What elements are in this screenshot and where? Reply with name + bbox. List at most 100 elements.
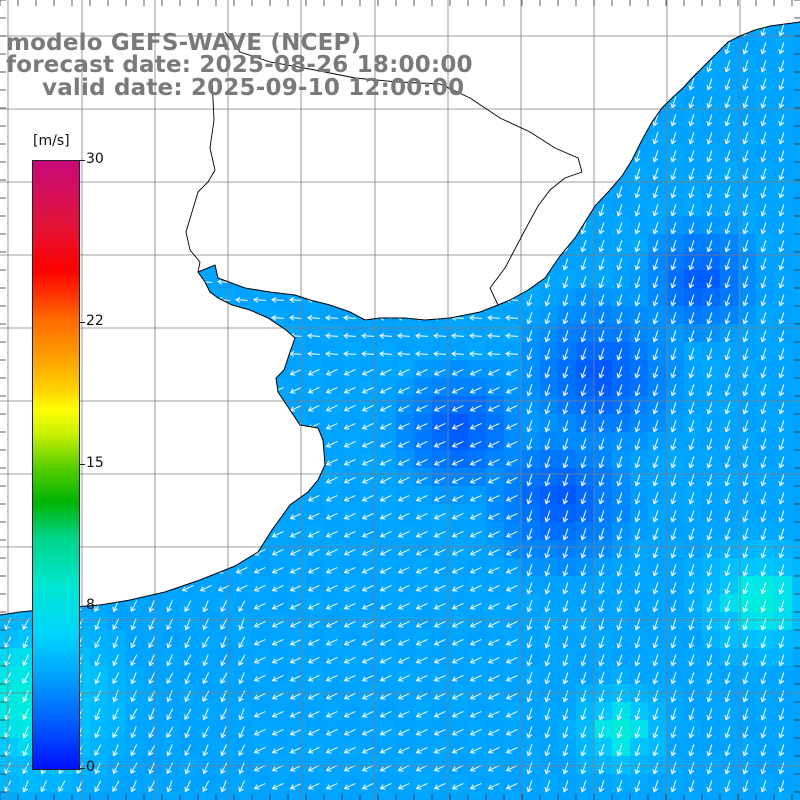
wind-arrow: [19, 260, 33, 267]
wind-arrow: [562, 726, 569, 739]
wind-arrow: [760, 294, 767, 307]
wind-arrow: [724, 474, 731, 487]
wind-arrow: [526, 114, 533, 127]
wind-arrow: [112, 618, 120, 631]
wind-arrow: [616, 456, 623, 469]
wind-arrow: [145, 458, 158, 466]
wind-arrow: [526, 690, 533, 703]
speed-cell: [0, 144, 19, 163]
speed-cell: [288, 198, 307, 217]
speed-cell: [468, 306, 487, 325]
speed-cell: [216, 432, 235, 451]
speed-cell: [288, 522, 307, 541]
wind-arrow: [91, 188, 105, 195]
speed-cell: [522, 234, 541, 253]
wind-arrow: [706, 114, 713, 127]
speed-cell: [270, 756, 289, 775]
wind-arrow: [688, 564, 695, 577]
wind-arrow: [544, 762, 551, 775]
speed-cell: [324, 324, 343, 343]
wind-arrow: [325, 656, 338, 664]
speed-cell: [90, 378, 109, 397]
wind-arrow: [580, 546, 587, 559]
speed-cell: [360, 612, 379, 631]
wind-arrow: [73, 152, 87, 159]
wind-arrow: [778, 222, 785, 235]
wind-arrow: [688, 510, 695, 523]
wind-arrow: [505, 638, 518, 646]
wind-arrow: [706, 330, 713, 343]
speed-cell: [306, 396, 325, 415]
wind-arrow: [166, 708, 174, 721]
wind-arrow: [580, 222, 587, 235]
wind-arrow: [361, 566, 374, 574]
wind-arrow: [220, 600, 227, 613]
speed-cell: [594, 144, 613, 163]
wind-arrow: [343, 728, 356, 736]
wind-arrow: [433, 386, 446, 394]
wind-arrow: [184, 726, 191, 739]
wind-arrow: [307, 242, 321, 249]
wind-arrow: [670, 654, 677, 667]
wind-arrow: [505, 440, 518, 448]
speed-cell: [792, 540, 800, 559]
wind-arrow: [688, 654, 695, 667]
speed-cell: [504, 198, 523, 217]
speed-cell: [486, 450, 505, 469]
speed-cell: [234, 216, 253, 235]
wind-arrow: [397, 224, 411, 231]
speed-cell: [378, 774, 397, 793]
wind-arrow: [109, 260, 123, 267]
wind-arrow: [415, 242, 429, 249]
speed-cell: [252, 126, 271, 145]
speed-cell: [450, 432, 469, 451]
speed-cell: [144, 504, 163, 523]
wind-arrow: [271, 530, 284, 538]
speed-cell: [180, 234, 199, 253]
wind-arrow: [505, 44, 519, 51]
speed-cell: [270, 360, 289, 379]
wind-arrow: [361, 494, 374, 502]
wind-arrow: [325, 620, 338, 628]
speed-cell: [360, 414, 379, 433]
speed-cell: [306, 720, 325, 739]
wind-arrow: [634, 600, 641, 613]
speed-cell: [666, 72, 685, 91]
speed-cell: [360, 270, 379, 289]
wind-arrow: [469, 314, 483, 321]
speed-cell: [324, 144, 343, 163]
speed-cell: [792, 414, 800, 433]
wind-arrow: [469, 512, 482, 520]
wind-arrow: [670, 672, 677, 685]
wind-arrow: [724, 312, 731, 325]
speed-cell: [486, 126, 505, 145]
wind-arrow: [379, 710, 392, 718]
speed-cell: [396, 756, 415, 775]
wind-arrow: [289, 350, 303, 357]
wind-arrow: [562, 330, 569, 343]
wind-arrow: [706, 168, 713, 181]
speed-cell: [360, 378, 379, 397]
speed-cell: [252, 558, 271, 577]
wind-arrow: [724, 690, 731, 703]
speed-cell: [306, 558, 325, 577]
speed-cell: [360, 774, 379, 793]
speed-cell: [450, 756, 469, 775]
speed-cell: [648, 36, 667, 55]
speed-cell: [144, 144, 163, 163]
speed-cell: [450, 540, 469, 559]
wind-arrow: [433, 152, 447, 159]
wind-arrow: [238, 600, 246, 613]
speed-cell: [324, 198, 343, 217]
speed-cell: [324, 738, 343, 757]
speed-cell: [216, 360, 235, 379]
wind-arrow: [91, 332, 105, 339]
wind-arrow: [451, 296, 465, 303]
wind-arrow: [415, 386, 428, 394]
wind-arrow: [361, 134, 375, 141]
wind-arrow: [253, 206, 267, 213]
wind-arrow: [271, 332, 285, 339]
wind-arrow: [526, 330, 533, 343]
wind-arrow: [580, 258, 587, 271]
wind-arrow: [184, 708, 192, 721]
